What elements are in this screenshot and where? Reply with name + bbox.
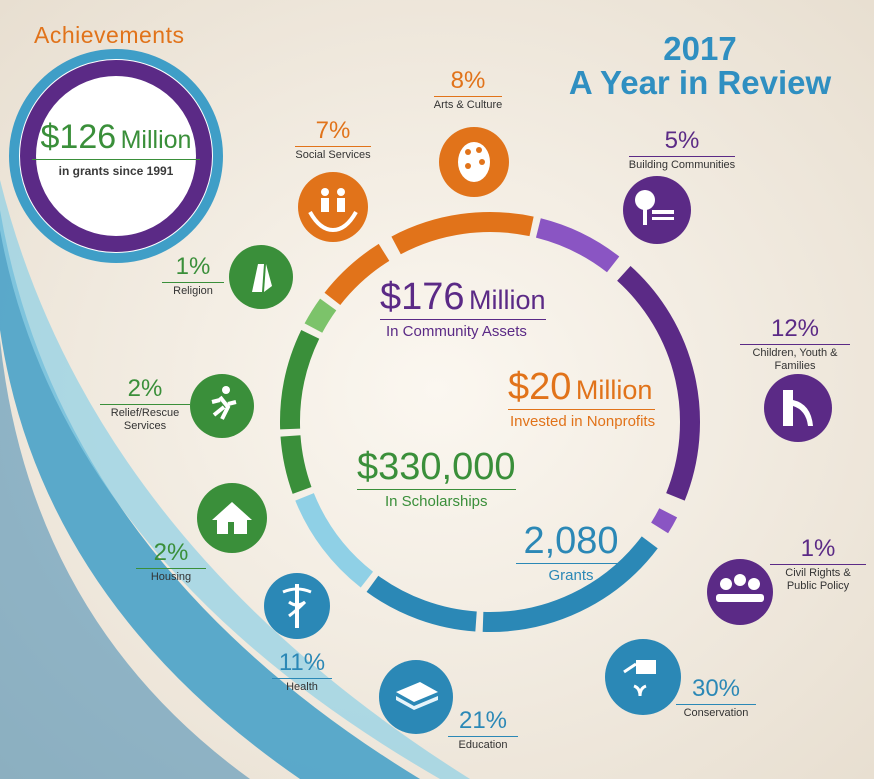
nonprofits-caption: Invested in Nonprofits xyxy=(508,409,656,430)
label-relief-rescue: Relief/Rescue Services xyxy=(100,404,190,433)
pct-religion: 1% xyxy=(175,253,211,280)
grants-caption: Grants xyxy=(516,563,626,584)
grants-amount: 2,080 xyxy=(523,520,619,562)
pct-building-communities: 5% xyxy=(664,127,700,154)
page-title: A Year in Review xyxy=(568,64,832,101)
achievements-label: Achievements xyxy=(34,22,185,48)
year-title: 2017 xyxy=(663,30,737,67)
grants-since-caption: in grants since 1991 xyxy=(58,164,174,178)
assets-stat: $176 Million In Community Assets xyxy=(380,276,546,340)
label-children-youth: Children, Youth & Families xyxy=(740,344,850,373)
grants-since-unit: Million xyxy=(120,126,192,154)
grants-since-ring xyxy=(9,49,223,263)
label-building-communities: Building Communities xyxy=(628,156,736,172)
ring-segment-social-services xyxy=(324,243,390,306)
scholarships-caption: In Scholarships xyxy=(357,489,516,510)
nonprofits-unit: Million xyxy=(575,375,653,405)
pct-relief-rescue: 2% xyxy=(127,375,163,402)
ring-segment-children-youth-families xyxy=(617,265,700,501)
category-education: 21% Education xyxy=(448,708,518,752)
category-civil-rights: 1% Civil Rights & Public Policy xyxy=(770,536,866,593)
label-religion: Religion xyxy=(162,282,224,298)
scholarships-stat: $330,000 In Scholarships xyxy=(357,446,516,510)
label-education: Education xyxy=(448,736,518,752)
ring-segment-arts-culture xyxy=(391,212,534,255)
pct-housing: 2% xyxy=(153,539,189,566)
grants-since-amount: $126 xyxy=(40,118,117,156)
pct-children-youth: 12% xyxy=(770,315,820,342)
category-children-youth: 12% Children, Youth & Families xyxy=(740,316,850,373)
assets-unit: Million xyxy=(469,285,546,315)
label-housing: Housing xyxy=(136,568,206,584)
label-conservation: Conservation xyxy=(676,704,756,720)
nonprofits-amount: $20 xyxy=(508,366,572,408)
ring-segment-health xyxy=(295,493,374,588)
assets-caption: In Community Assets xyxy=(380,319,546,340)
ring-segment-relief-rescue-services xyxy=(280,329,320,430)
pct-conservation: 30% xyxy=(691,675,741,702)
ring-segment-housing xyxy=(280,435,312,494)
pct-education: 21% xyxy=(458,707,508,734)
scholarships-amount: $330,000 xyxy=(357,446,516,488)
category-relief-rescue: 2% Relief/Rescue Services xyxy=(100,376,190,433)
category-health: 11% Health xyxy=(272,650,332,694)
label-health: Health xyxy=(272,678,332,694)
pct-health: 11% xyxy=(278,649,326,676)
category-conservation: 30% Conservation xyxy=(676,676,756,720)
ring-segment-civil-rights-public-policy xyxy=(651,508,678,534)
pct-social-services: 7% xyxy=(315,117,351,144)
ring-segment-religion xyxy=(304,298,337,333)
category-social-services: 7% Social Services xyxy=(278,118,388,163)
pct-civil-rights: 1% xyxy=(800,535,836,562)
ring-segment-education xyxy=(366,575,477,632)
label-arts-culture: Arts & Culture xyxy=(433,96,503,112)
ring-segment-building-communities xyxy=(535,218,620,273)
grants-stat: 2,080 Grants xyxy=(516,520,626,584)
ring-segment-conservation xyxy=(482,536,658,632)
category-arts-culture: 8% Arts & Culture xyxy=(413,68,523,113)
category-religion: 1% Religion xyxy=(162,254,224,298)
grants-since-block: $126 Million in grants since 1991 xyxy=(20,118,212,178)
category-housing: 2% Housing xyxy=(136,540,206,584)
assets-amount: $176 xyxy=(380,276,465,318)
category-building-communities: 5% Building Communities xyxy=(612,128,752,173)
nonprofits-stat: $20 Million Invested in Nonprofits xyxy=(508,366,656,430)
pct-arts-culture: 8% xyxy=(450,67,486,94)
label-civil-rights: Civil Rights & Public Policy xyxy=(770,564,866,593)
label-social-services: Social Services xyxy=(295,146,371,162)
